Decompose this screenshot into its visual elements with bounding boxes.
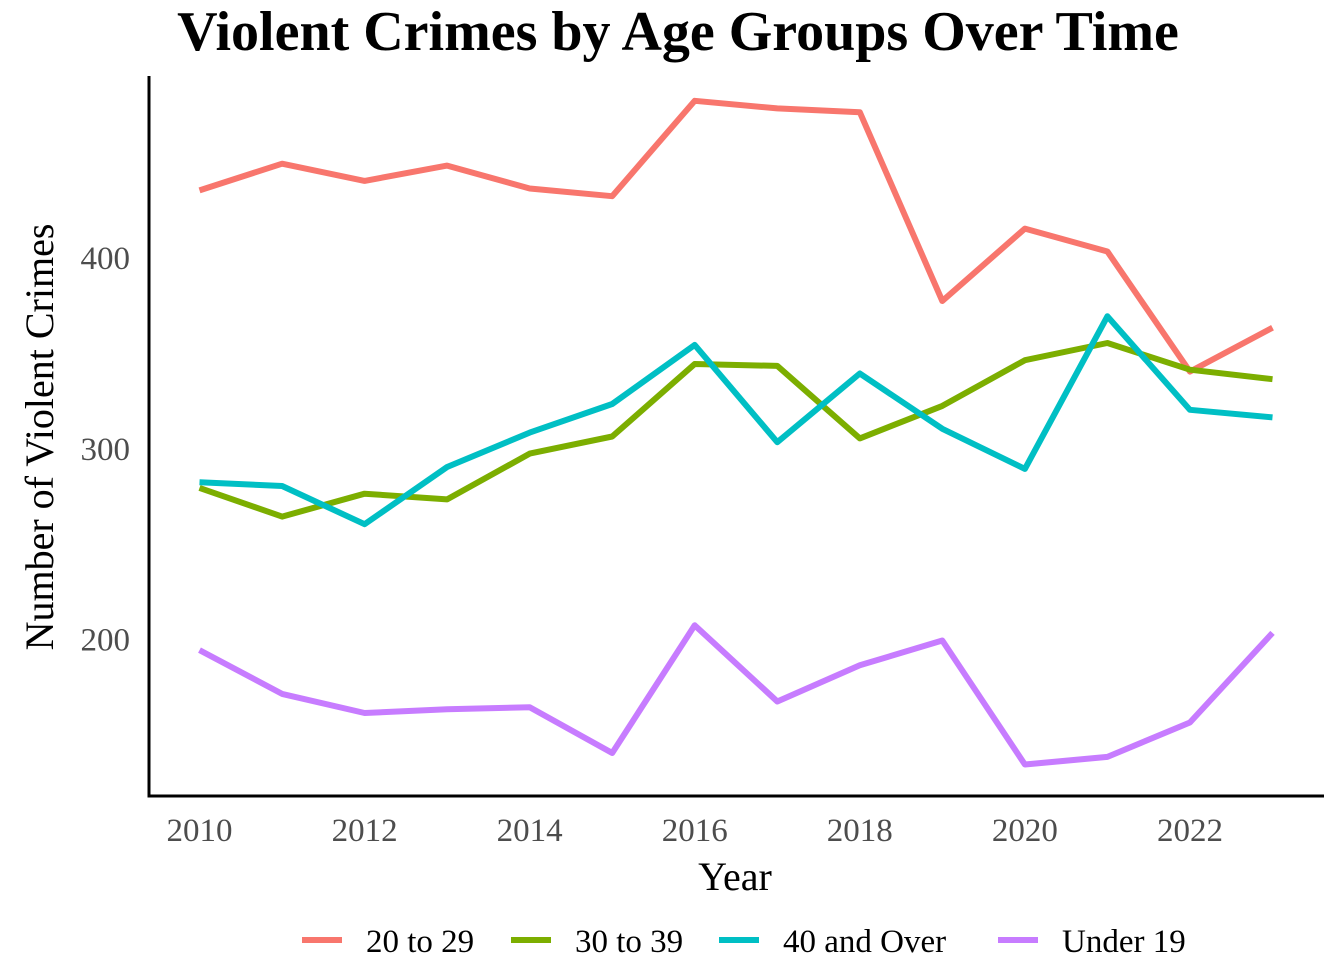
x-tick-label-2016: 2016 — [662, 813, 728, 849]
legend-item-40-and-over: 40 and Over — [719, 924, 946, 960]
series-layer — [198, 97, 1275, 768]
x-tick-label-2022: 2022 — [1157, 813, 1223, 849]
plot-area: 2010 2012 2014 2016 2018 2020 2022 200 300 400 — [81, 76, 1324, 849]
x-axis-label: Year — [698, 854, 772, 899]
legend-label-40-and-over: 40 and Over — [783, 924, 946, 960]
legend-item-30-to-39: 30 to 39 — [511, 924, 683, 960]
y-tick-label-400: 400 — [81, 241, 131, 277]
series-line-20-to-29 — [198, 97, 1274, 375]
y-axis-ticks: 200 300 400 — [81, 241, 131, 658]
legend-item-under-19: Under 19 — [998, 924, 1186, 960]
x-axis-ticks: 2010 2012 2014 2016 2018 2020 2022 — [167, 813, 1223, 849]
legend: 20 to 29 30 to 39 40 and Over Under 19 — [302, 924, 1186, 960]
legend-label-20-to-29: 20 to 29 — [366, 924, 474, 960]
y-axis-label: Number of Violent Crimes — [17, 224, 62, 651]
y-tick-label-300: 300 — [81, 432, 131, 468]
series-line-under-19 — [198, 622, 1275, 768]
legend-label-30-to-39: 30 to 39 — [575, 924, 683, 960]
x-tick-label-2018: 2018 — [827, 813, 893, 849]
legend-label-under-19: Under 19 — [1062, 924, 1186, 960]
x-tick-label-2020: 2020 — [992, 813, 1058, 849]
y-tick-label-200: 200 — [81, 623, 131, 659]
series-line-40-and-over — [199, 313, 1273, 528]
chart-title: Violent Crimes by Age Groups Over Time — [177, 1, 1179, 63]
x-tick-label-2012: 2012 — [332, 813, 398, 849]
legend-item-20-to-29: 20 to 29 — [302, 924, 474, 960]
x-tick-label-2010: 2010 — [167, 813, 233, 849]
series-line-30-to-39 — [198, 340, 1273, 520]
x-tick-label-2014: 2014 — [497, 813, 563, 849]
